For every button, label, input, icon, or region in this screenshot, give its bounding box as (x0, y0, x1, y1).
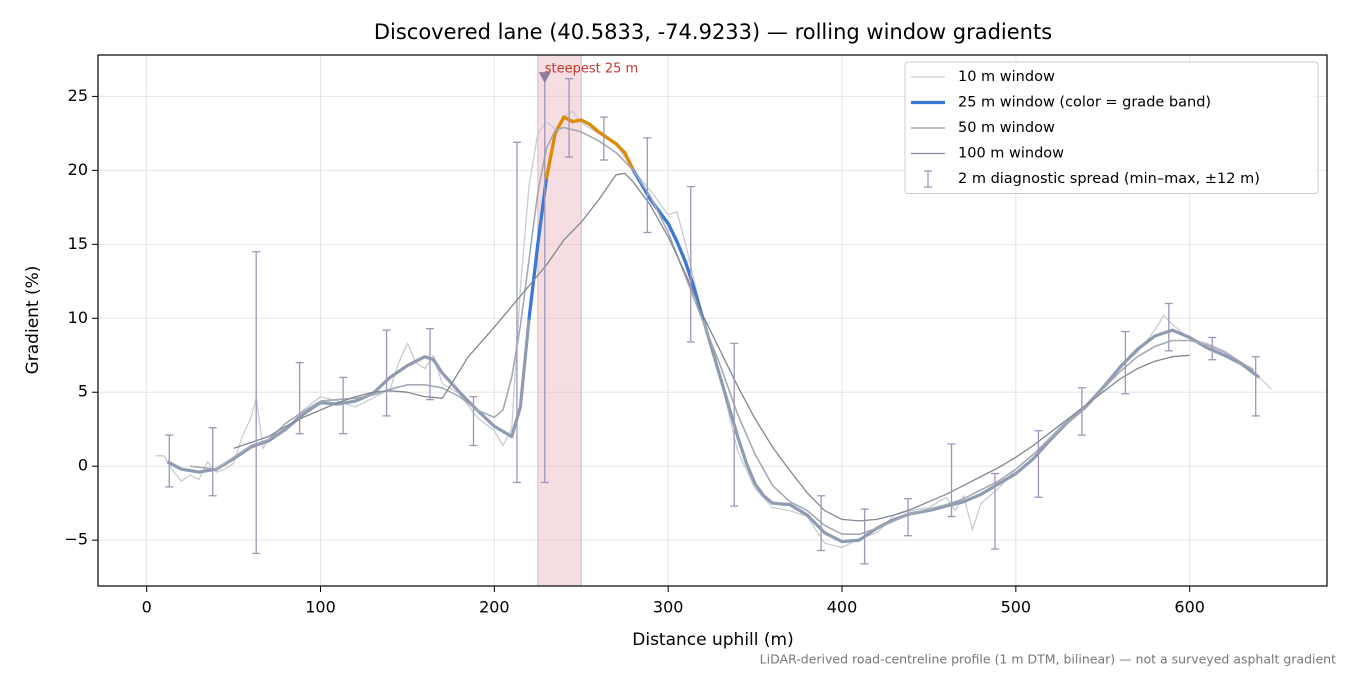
steepest-label: steepest 25 m (545, 62, 638, 77)
series-line (233, 172, 1190, 522)
grade-segment (683, 260, 696, 291)
error-bar (382, 329, 391, 417)
x-tick-label: 500 (1001, 598, 1032, 617)
legend: 10 m window 25 m window (color = grade ba… (904, 61, 1319, 194)
grade-segment (597, 130, 609, 140)
legend-box (904, 61, 1319, 194)
legend-label: 50 m window (958, 120, 1055, 136)
error-bar (817, 495, 826, 552)
legend-label: 100 m window (958, 146, 1064, 162)
error-bar (860, 508, 869, 565)
x-tick-label: 300 (653, 598, 684, 617)
y-tick-label: 15 (68, 234, 88, 253)
error-bar (643, 137, 652, 234)
steepest-marker (538, 72, 551, 84)
error-bar (1121, 330, 1130, 395)
error-bar (208, 427, 217, 497)
error-bar (165, 434, 174, 488)
legend-label: 25 m window (color = grade band) (958, 95, 1211, 111)
grade-segment (562, 115, 575, 124)
grade-segment (666, 222, 679, 243)
error-bar (947, 443, 956, 518)
chart-title: Discovered lane (40.5833, -74.9233) — ro… (374, 20, 1052, 44)
grade-segment (544, 131, 557, 180)
y-tick-label: −5 (64, 530, 88, 549)
grade-segment (657, 210, 670, 226)
error-bar (469, 396, 478, 447)
grade-segment (605, 136, 618, 146)
y-axis-label: Gradient (%) (23, 266, 43, 375)
footnote: LiDAR-derived road-centreline profile (1… (760, 652, 1336, 667)
x-tick-label: 100 (305, 598, 336, 617)
grade-segment (588, 122, 601, 134)
error-bar (599, 116, 608, 161)
x-tick-label: 0 (142, 598, 152, 617)
error-bar (426, 327, 435, 401)
error-bar (512, 141, 521, 484)
x-axis-label: Distance uphill (m) (632, 630, 793, 650)
error-bar (1077, 387, 1086, 436)
y-tick-label: 10 (68, 308, 88, 327)
error-bar (252, 251, 261, 555)
y-tick-label: 25 (68, 86, 88, 105)
error-bar (1251, 356, 1260, 417)
x-tick-label: 200 (479, 598, 510, 617)
y-tick-label: 20 (68, 160, 88, 179)
error-bar (295, 362, 304, 435)
y-tick-label: 5 (78, 382, 88, 401)
grade-segment (623, 151, 636, 172)
error-bar (565, 78, 574, 158)
grade-segment (640, 183, 653, 202)
y-tick-label: 0 (78, 456, 88, 475)
grade-segment (675, 239, 688, 264)
error-bar (904, 498, 913, 537)
error-bar (990, 472, 999, 550)
x-tick-label: 400 (827, 598, 858, 617)
error-bar (686, 185, 695, 343)
error-bar (339, 376, 348, 435)
error-bar (1208, 336, 1217, 361)
legend-label: 10 m window (958, 69, 1055, 85)
plot-frame (97, 54, 1328, 587)
grade-segment (614, 142, 627, 155)
error-bar (1034, 430, 1043, 498)
legend-label: 2 m diagnostic spread (min–max, ±12 m) (958, 171, 1260, 187)
grade-segment (579, 118, 592, 127)
error-bar (1164, 302, 1173, 352)
x-tick-label: 600 (1174, 598, 1205, 617)
error-bar (730, 342, 739, 507)
